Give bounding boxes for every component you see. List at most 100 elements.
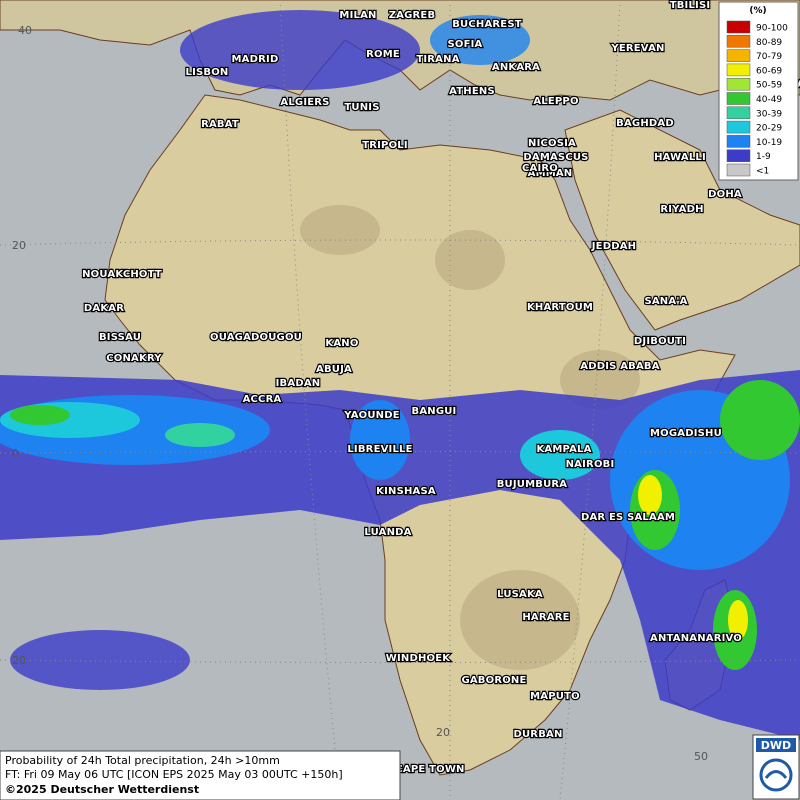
city-label: ADDIS ABABA (580, 361, 659, 372)
city-label: ROME (366, 49, 400, 60)
city-label: DURBAN (513, 729, 562, 740)
footer-line: Probability of 24h Total precipitation, … (5, 754, 280, 767)
city-label: LUANDA (364, 527, 411, 538)
city-label: KHARTOUM (527, 302, 593, 313)
city-label: DAMASCUS (523, 152, 588, 163)
city-label: BISSAU (99, 332, 141, 343)
city-label: DAR ES SALAAM (581, 512, 675, 523)
city-label: LIBREVILLE (347, 444, 412, 455)
city-label: ATHENS (449, 86, 495, 97)
city-label: DJIBOUTI (634, 336, 686, 347)
city-label: DAKAR (84, 303, 124, 314)
city-label: NOUAKCHOTT (82, 269, 162, 280)
city-label: TRIPOLI (362, 140, 408, 151)
city-label: BAGHDAD (616, 118, 674, 129)
legend-swatch (726, 20, 751, 34)
city-label: HAWALLI (654, 152, 706, 163)
legend: (%) 90-100 80-89 70-79 60-69 50-59 40-49 30-39… (718, 1, 799, 181)
city-label: LUSAKA (497, 589, 543, 600)
legend-swatch (726, 77, 751, 91)
longitude-label: 50 (694, 750, 708, 763)
legend-swatch (726, 49, 751, 62)
legend-label: 90-100 (756, 24, 788, 34)
legend-label: 10-19 (756, 138, 782, 148)
city-label: MILAN (339, 10, 376, 21)
city-label: WINDHOEK (386, 653, 452, 664)
city-label: KANO (325, 338, 358, 349)
city-label: ALEPPO (533, 96, 578, 107)
city-label: HARARE (522, 612, 569, 623)
logo-wave (764, 770, 788, 779)
precipitation (0, 10, 800, 740)
city-label: KINSHASA (376, 486, 436, 497)
legend-label: 20-29 (756, 124, 782, 134)
city-label: ANTANANARIVO (650, 633, 742, 644)
city-label: MAPUTO (530, 691, 580, 702)
city-label: CAIRO (522, 163, 558, 174)
legend-swatch (726, 106, 751, 120)
city-label: MADRID (232, 54, 279, 65)
logo-band (756, 738, 796, 752)
city-label: BANGUI (412, 406, 457, 417)
city-label: MOGADISHU (650, 428, 722, 439)
latitude-label: 20 (12, 654, 26, 667)
city-label: ALGIERS (280, 97, 329, 108)
city-label: YAOUNDE (343, 410, 400, 421)
city-label: DOHA (708, 189, 742, 200)
city-label: IBADAN (276, 378, 321, 389)
city-label: ZAGREB (389, 10, 436, 21)
legend-label: <1 (756, 167, 769, 177)
city-label: CAPE TOWN (395, 764, 464, 775)
city-label: CONAKRY (106, 353, 162, 364)
legend-label: 50-59 (756, 81, 782, 91)
logo-text: DWD (761, 739, 791, 752)
city-label: YEREVAN (610, 43, 664, 54)
legend-label: 1-9 (756, 152, 771, 162)
city-label: TBILISI (670, 0, 711, 11)
city-label: LISBON (186, 67, 229, 78)
city-label: TUNIS (344, 102, 379, 113)
latitude-label: 20 (12, 239, 26, 252)
city-label: JEDDAH (591, 241, 636, 252)
city-label: BUJUMBURA (497, 479, 568, 490)
legend-swatch (726, 149, 751, 162)
city-label: ABUJA (316, 364, 352, 375)
city-label: RIYADH (660, 204, 703, 215)
city-label: ANKARA (492, 62, 540, 73)
relief (300, 205, 640, 670)
city-label: NAIROBI (566, 459, 615, 470)
city-label: SANA'A (644, 296, 687, 307)
legend-swatch (726, 135, 751, 148)
logo-icon (759, 758, 793, 792)
city-label: KAMPALA (536, 444, 591, 455)
legend-swatch (726, 92, 751, 105)
legend-swatch (726, 163, 751, 177)
footer: Probability of 24h Total precipitation, … (0, 750, 401, 800)
city-label: GABORONE (461, 675, 526, 686)
legend-label: 60-69 (756, 66, 782, 76)
city-label: BUCHAREST (452, 19, 522, 30)
coordinate-labels: 40 20 0 20 20 50 (12, 24, 708, 763)
latitude-label: 40 (18, 24, 32, 37)
footer-box (0, 750, 401, 800)
legend-label: 40-49 (756, 95, 782, 105)
legend-label: 70-79 (756, 52, 782, 62)
legend-swatch (726, 120, 751, 134)
city-label: RABAT (201, 119, 239, 130)
latitude-label: 0 (12, 447, 19, 460)
city-label: NICOSIA (528, 138, 576, 149)
city-labels: MILAN ZAGREB BUCHAREST MADRID ROME SOFIA TIRAN… (81, 0, 800, 776)
longitude-label: 20 (436, 726, 450, 739)
city-label: TIRANA (416, 54, 459, 65)
footer-line: FT: Fri 09 May 06 UTC [ICON EPS 2025 May… (5, 768, 343, 781)
legend-title: (%) (749, 6, 766, 16)
footer-line: ©2025 Deutscher Wetterdienst (5, 783, 199, 796)
legend-swatch (726, 35, 751, 48)
logo: DWD (752, 734, 800, 800)
city-label: OUAGADOUGOU (210, 332, 302, 343)
legend-label: 30-39 (756, 109, 782, 119)
city-label: SOFIA (448, 39, 483, 50)
city-label: AMMAN (528, 168, 573, 179)
